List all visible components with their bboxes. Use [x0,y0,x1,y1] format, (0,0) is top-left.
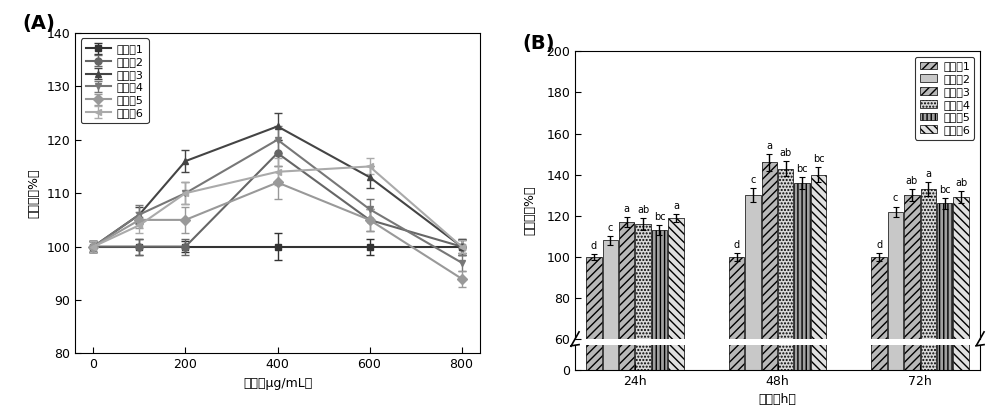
Bar [652,230,667,411]
Bar [778,169,793,411]
Text: ab: ab [780,148,792,158]
Text: a: a [624,204,630,214]
Bar [619,129,634,370]
Bar [871,164,887,370]
Text: bc: bc [939,185,951,195]
Bar [635,224,651,411]
Bar [888,212,903,411]
Bar [603,148,618,370]
Bar [745,195,761,411]
Bar [745,103,761,370]
Text: d: d [591,241,597,251]
Bar [652,138,667,370]
Text: bc: bc [654,212,665,222]
Bar [937,203,952,411]
Bar [729,164,744,370]
Bar [729,257,744,411]
Bar [811,175,826,411]
Bar [586,164,602,370]
Bar [811,82,826,370]
Bar [668,218,684,411]
Text: bc: bc [813,155,824,164]
Text: d: d [733,240,740,249]
Bar [668,125,684,370]
Bar [635,132,651,370]
Y-axis label: 存活率（%）: 存活率（%） [28,169,41,218]
Bar [794,90,810,370]
Legend: 实验组1, 实验组2, 实验组3, 实验组4, 实验组5, 实验组6: 实验组1, 实验组2, 实验组3, 实验组4, 实验组5, 实验组6 [915,57,974,140]
X-axis label: 时间（h）: 时间（h） [759,393,796,406]
Bar [762,162,777,411]
Text: c: c [608,223,613,233]
Legend: 实验组1, 实验组2, 实验组3, 实验组4, 实验组5, 实验组6: 实验组1, 实验组2, 实验组3, 实验组4, 实验组5, 实验组6 [81,39,149,123]
X-axis label: 浓度（μg/mL）: 浓度（μg/mL） [243,377,312,390]
Bar [937,111,952,370]
Bar [921,189,936,411]
Bar [619,222,634,411]
Bar [904,195,920,411]
Text: ab: ab [906,176,918,186]
Bar [953,105,969,370]
Text: bc: bc [796,164,808,173]
Bar [888,119,903,370]
Text: ab: ab [637,205,649,215]
Text: ab: ab [955,178,967,188]
Bar [778,76,793,370]
Text: c: c [893,194,898,203]
Bar [871,257,887,411]
Bar [603,240,618,411]
Text: a: a [766,141,772,151]
Bar [921,97,936,370]
Text: (A): (A) [22,14,55,32]
Bar [762,70,777,370]
Text: a: a [673,201,679,211]
Bar [953,197,969,411]
Bar [586,257,602,411]
Text: c: c [750,175,756,185]
Text: d: d [876,240,882,249]
Bar [794,183,810,411]
Text: (B): (B) [522,34,555,53]
Text: a: a [925,169,931,179]
Bar [904,103,920,370]
Text: 增殖率（%）: 增殖率（%） [523,186,536,236]
